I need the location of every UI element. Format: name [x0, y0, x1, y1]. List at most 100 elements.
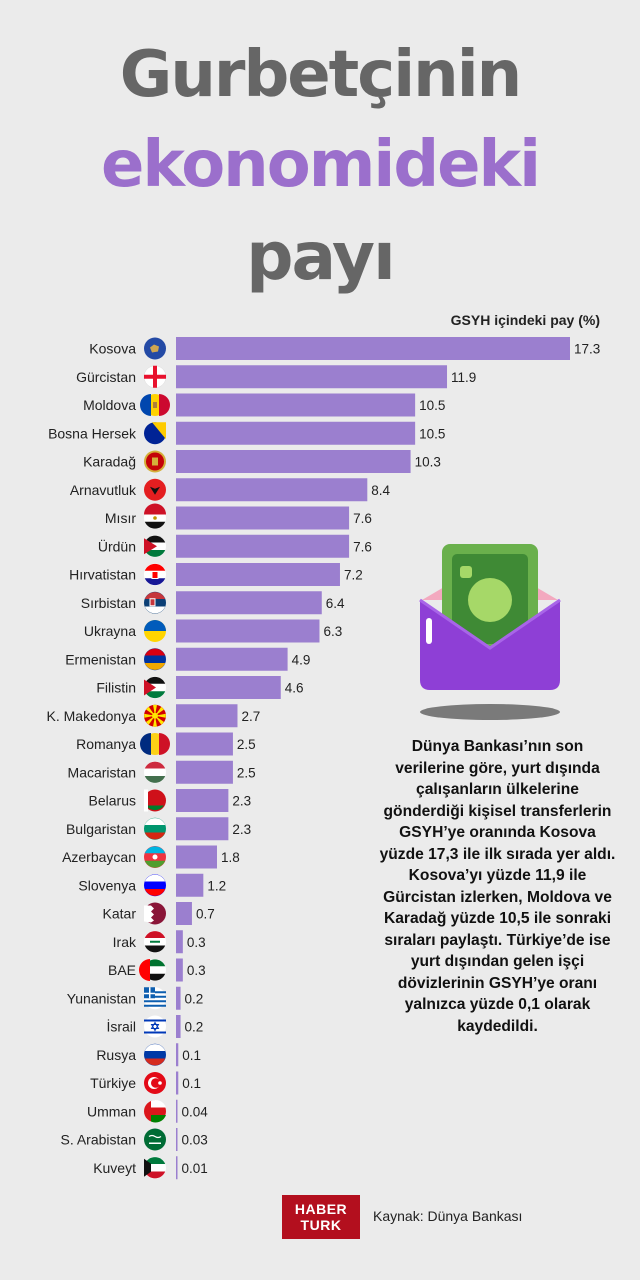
- slovenia-flag-icon: [144, 874, 166, 897]
- bar: [176, 1156, 178, 1180]
- bar: [176, 534, 350, 558]
- value-label: 10.5: [419, 426, 445, 441]
- value-label: 2.3: [232, 794, 251, 809]
- haberturk-logo: HABER TURK: [282, 1195, 360, 1239]
- bar: [176, 902, 192, 925]
- bar-chart: Kosova 17.3 Gürcistan 11.9 Moldova 10.5 Bosna …: [47, 337, 600, 1180]
- value-label: 7.6: [353, 511, 372, 526]
- country-label: K. Makedonya: [47, 708, 137, 724]
- country-label: Irak: [113, 934, 137, 950]
- country-label: Sırbistan: [81, 595, 136, 611]
- money-envelope-icon: [419, 544, 561, 720]
- title-line-3: payı: [246, 218, 395, 295]
- value-label: 2.5: [237, 765, 256, 780]
- country-label: Bulgaristan: [66, 821, 136, 837]
- bar: [176, 1099, 178, 1123]
- country-label: Bosna Hersek: [48, 425, 137, 441]
- title-line-2: ekonomideki: [100, 128, 541, 202]
- israel-flag-icon: [144, 1015, 166, 1038]
- country-label: Kosova: [89, 341, 136, 357]
- bar: [176, 478, 368, 502]
- country-label: Azerbaycan: [62, 849, 136, 865]
- bar: [176, 563, 340, 586]
- country-label: Belarus: [89, 793, 136, 809]
- palestine-flag-icon: [144, 676, 166, 699]
- country-label: Ermenistan: [65, 651, 136, 667]
- value-label: 0.1: [182, 1048, 201, 1063]
- value-label: 1.8: [221, 850, 240, 865]
- bar: [176, 647, 288, 671]
- qatar-flag-icon: [144, 902, 166, 925]
- country-label: S. Arabistan: [61, 1132, 137, 1148]
- kuwait-flag-icon: [144, 1156, 166, 1179]
- saudi-arabia-flag-icon: [144, 1128, 166, 1151]
- value-label: 0.7: [196, 907, 215, 922]
- value-label: 6.3: [323, 624, 342, 639]
- bar: [176, 591, 322, 615]
- value-label: 0.1: [182, 1076, 201, 1091]
- egypt-flag-icon: [144, 503, 166, 529]
- bar: [176, 1128, 178, 1151]
- value-label: 11.9: [451, 370, 476, 385]
- value-label: 1.2: [207, 878, 226, 893]
- iraq-flag-icon: [144, 930, 166, 953]
- north-macedonia-flag-icon: [144, 704, 166, 727]
- value-label: 2.5: [237, 737, 256, 752]
- bar: [176, 930, 183, 954]
- value-label: 7.6: [353, 539, 372, 554]
- bar: [176, 450, 411, 473]
- value-label: 2.7: [241, 709, 260, 724]
- bulgaria-flag-icon: [144, 817, 166, 840]
- chart-unit-label: GSYH içindeki pay (%): [450, 312, 600, 328]
- greece-flag-icon: [144, 987, 166, 1010]
- bar: [176, 704, 238, 728]
- country-label: Moldova: [83, 397, 136, 413]
- value-label: 2.3: [232, 822, 251, 837]
- country-label: BAE: [108, 962, 136, 978]
- bar: [176, 337, 570, 360]
- oman-flag-icon: [144, 1100, 166, 1123]
- bar: [176, 845, 217, 869]
- country-label: Katar: [103, 906, 137, 922]
- bar: [176, 1043, 179, 1067]
- country-label: Gürcistan: [76, 369, 136, 385]
- value-label: 4.9: [292, 652, 311, 667]
- azerbaijan-flag-icon: [144, 846, 166, 868]
- country-label: Hırvatistan: [69, 567, 136, 583]
- value-label: 17.3: [574, 342, 600, 357]
- country-label: İsrail: [106, 1018, 136, 1035]
- ukraine-flag-icon: [144, 620, 166, 642]
- value-label: 0.2: [185, 1020, 204, 1035]
- value-label: 0.2: [185, 991, 204, 1006]
- croatia-flag-icon: [144, 563, 166, 586]
- description-text: Dünya Bankası’nın son verilerine göre, y…: [379, 738, 616, 1035]
- uae-flag-icon: [139, 959, 166, 981]
- bar: [176, 365, 448, 389]
- georgia-flag-icon: [143, 365, 167, 388]
- value-label: 0.03: [182, 1133, 208, 1148]
- bar: [176, 1015, 181, 1038]
- logo-line-1: HABER: [294, 1201, 348, 1217]
- belarus-flag-icon: [144, 789, 166, 812]
- country-label: Yunanistan: [67, 990, 136, 1006]
- country-label: Mısır: [105, 510, 136, 526]
- country-label: Umman: [87, 1103, 136, 1119]
- source-text: Kaynak: Dünya Bankası: [373, 1208, 523, 1224]
- country-label: Macaristan: [68, 764, 136, 780]
- bar: [176, 393, 416, 417]
- title-line-1: Gurbetçinin: [119, 38, 522, 112]
- value-label: 6.4: [326, 596, 345, 611]
- value-label: 0.3: [187, 963, 206, 978]
- hungary-flag-icon: [144, 761, 166, 784]
- country-label: Arnavutluk: [70, 482, 137, 498]
- value-label: 4.6: [285, 681, 304, 696]
- value-label: 8.4: [371, 483, 390, 498]
- value-label: 0.04: [182, 1104, 209, 1119]
- bar: [176, 676, 281, 699]
- bar: [176, 619, 320, 643]
- russia-flag-icon: [144, 1043, 166, 1066]
- romania-flag-icon: [140, 733, 170, 755]
- country-label: Ukrayna: [84, 623, 136, 639]
- value-label: 7.2: [344, 568, 363, 583]
- country-label: Ürdün: [98, 537, 136, 554]
